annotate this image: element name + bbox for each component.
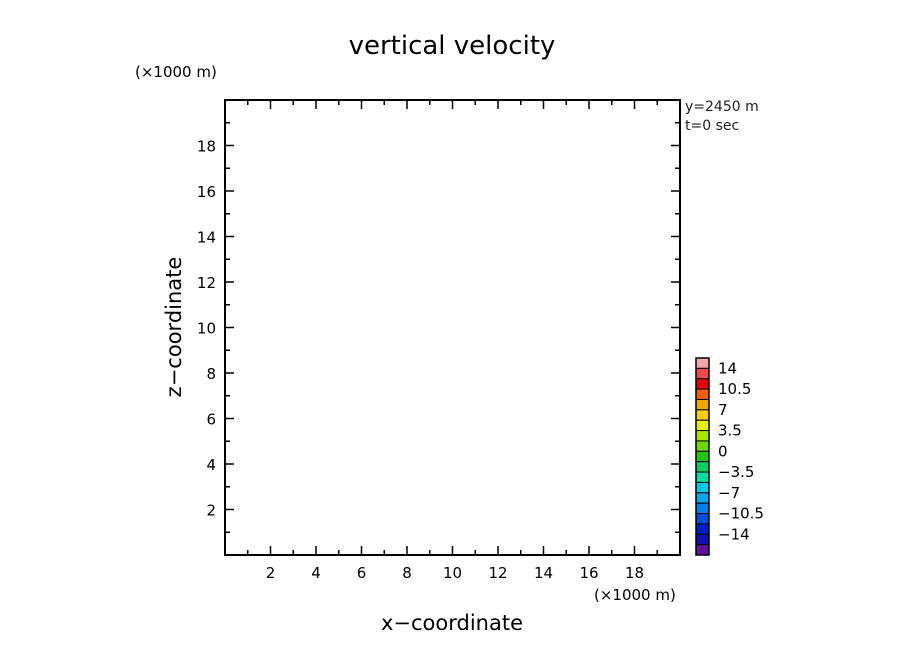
x-tick-label: 18 [625,564,644,582]
colorbar-frame [695,357,710,556]
colorbar-swatch [695,471,710,483]
colorbar-label: 10.5 [718,380,751,398]
annotation-y-slice: y=2450 m [685,99,759,115]
x-tick-label: 4 [311,564,321,582]
colorbar-label: −14 [718,525,750,543]
chart-title: vertical velocity [349,31,556,61]
colorbar-swatch [695,450,710,463]
y-tick-label: 10 [197,320,216,338]
colorbar-label: 0 [718,442,728,460]
colorbar-swatch [695,419,710,432]
colorbar-swatch [695,513,710,525]
x-tick-label: 6 [357,564,367,582]
colorbar-swatch [695,492,710,504]
x-tick-label: 10 [443,564,462,582]
colorbar-swatch [695,357,710,369]
y-axis-label: z−coordinate [162,257,186,398]
colorbar-swatch [695,388,710,400]
colorbar-label: 3.5 [718,422,742,440]
colorbar-swatch [695,378,710,390]
plot-frame [224,99,681,556]
colorbar-label: 7 [718,401,728,419]
colorbar-swatch [695,367,710,380]
colorbar-label: 14 [718,359,737,377]
colorbar-swatch [695,461,710,473]
y-tick-label: 12 [197,274,216,292]
y-unit-label: (×1000 m) [135,63,217,81]
colorbar-swatch [695,398,710,411]
colorbar-swatch [695,502,710,515]
colorbar-label: −7 [718,484,740,502]
x-tick-label: 14 [534,564,553,582]
annotation-time: t=0 sec [685,118,739,134]
colorbar-swatch [695,523,710,535]
colorbar-swatch [695,409,710,421]
colorbar-swatch [695,481,710,494]
y-tick-label: 6 [206,411,216,429]
colorbar-label: −3.5 [718,463,754,481]
x-unit-label: (×1000 m) [594,586,676,604]
colorbar-swatch [695,533,710,546]
y-tick-label: 14 [197,229,216,247]
y-tick-label: 18 [197,138,216,156]
x-tick-label: 2 [266,564,276,582]
colorbar-label: −10.5 [718,505,764,523]
colorbar-swatch [695,430,710,442]
x-tick-label: 8 [402,564,412,582]
y-tick-label: 2 [206,502,216,520]
y-tick-label: 8 [206,365,216,383]
y-tick-label: 4 [206,456,216,474]
x-tick-label: 16 [579,564,598,582]
y-tick-label: 16 [197,183,216,201]
colorbar-swatch [695,544,710,556]
colorbar-swatch [695,440,710,452]
x-tick-label: 12 [488,564,507,582]
x-axis-label: x−coordinate [381,611,523,635]
